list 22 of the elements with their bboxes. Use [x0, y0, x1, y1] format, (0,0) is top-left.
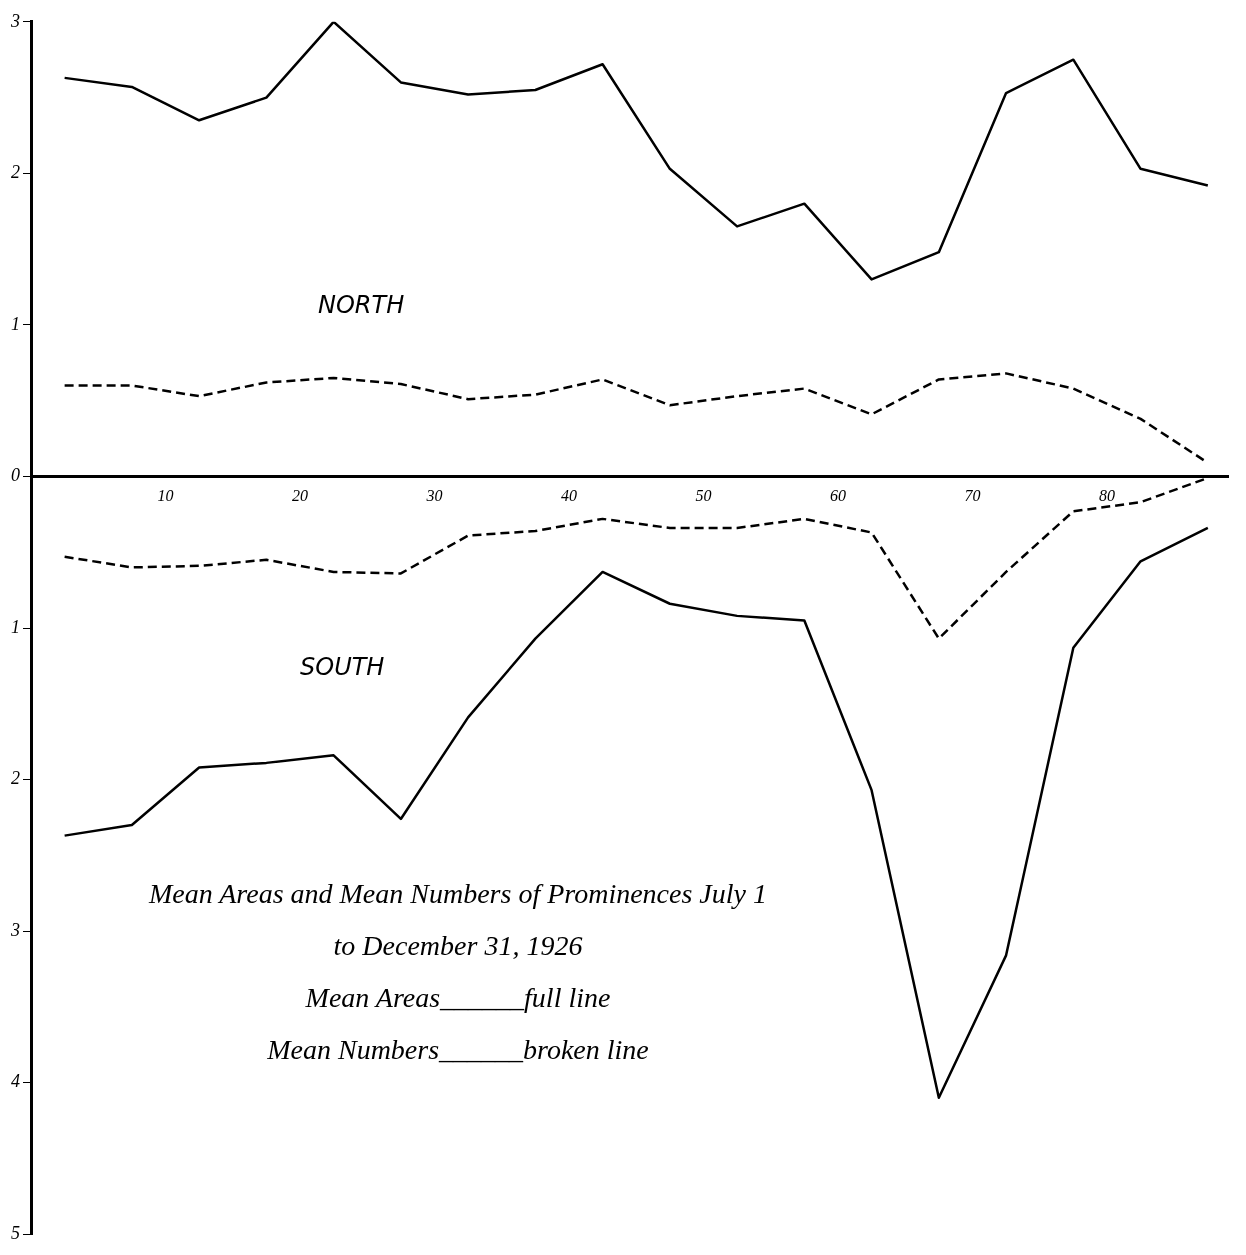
x-tick-label: 70 — [964, 487, 981, 505]
x-tick-label: 80 — [1098, 487, 1115, 505]
y-tick-label: 2 — [11, 768, 20, 789]
x-tick-label: 30 — [425, 487, 443, 505]
y-tick-label: 0 — [11, 465, 20, 486]
y-tick-label: 4 — [11, 1071, 20, 1092]
y-tick-label: 1 — [11, 313, 20, 334]
y-tick-label: 5 — [11, 1222, 20, 1243]
y-tick-label: 2 — [11, 162, 20, 183]
text: Mean Areas and Mean Numbers of Prominences July 1 to December 31, 1926 — [147, 877, 768, 963]
annotation: SOUTH — [300, 653, 385, 681]
y-tick-label: 3 — [10, 10, 20, 31]
annotation: NORTH — [318, 291, 405, 319]
x-tick-label: 10 — [157, 487, 174, 505]
annotation: Mean Areas______full line — [304, 981, 612, 1015]
annotation: Mean Numbers______broken line — [266, 1033, 650, 1067]
x-tick-label: 50 — [695, 487, 712, 505]
y-tick-label: 3 — [10, 919, 20, 940]
x-tick-label: 60 — [829, 487, 846, 505]
y-tick-label: 1 — [11, 616, 20, 637]
x-tick-label: 20 — [291, 487, 308, 505]
x-tick-label: 40 — [560, 487, 577, 505]
